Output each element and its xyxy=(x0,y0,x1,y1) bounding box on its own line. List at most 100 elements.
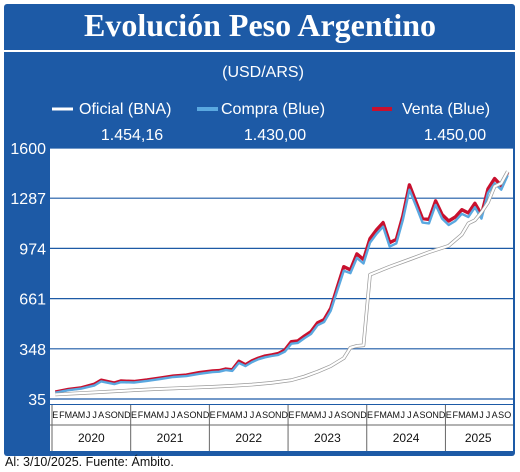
x-month-label: J xyxy=(250,410,255,420)
x-month-label: D xyxy=(203,410,210,420)
x-month-label: D xyxy=(282,410,289,420)
x-month-label: A xyxy=(151,410,157,420)
x-month-label: N xyxy=(354,410,361,420)
x-month-label: M xyxy=(78,410,86,420)
x-month-label: D xyxy=(360,410,367,420)
series-layer xyxy=(54,170,510,397)
x-month-label: M xyxy=(65,410,73,420)
x-month-label: O xyxy=(111,410,118,420)
latest-value-compra: 1.430,00 xyxy=(244,127,306,144)
x-month-label: S xyxy=(419,410,425,420)
x-month-label: A xyxy=(177,410,183,420)
series-compra-line xyxy=(55,174,509,394)
x-month-label: S xyxy=(262,410,268,420)
legend-label-oficial: Oficial (BNA) xyxy=(79,101,171,118)
y-tick-label: 661 xyxy=(19,292,46,309)
y-tick-label: 348 xyxy=(19,342,46,359)
x-month-label: N xyxy=(432,410,439,420)
x-month-label: E xyxy=(131,410,137,420)
x-month-label: S xyxy=(498,410,504,420)
x-month-label: J xyxy=(322,410,327,420)
x-month-label: A xyxy=(229,410,235,420)
x-month-label: A xyxy=(256,410,262,420)
x-month-label: J xyxy=(407,410,412,420)
x-month-label: F xyxy=(216,410,222,420)
x-month-label: F xyxy=(374,410,380,420)
x-month-label: F xyxy=(295,410,301,420)
x-month-label: J xyxy=(401,410,406,420)
x-month-label: M xyxy=(143,410,151,420)
x-month-label: A xyxy=(465,410,471,420)
x-month-label: M xyxy=(301,410,309,420)
x-month-label: N xyxy=(118,410,125,420)
latest-value-oficial: 1.454,16 xyxy=(101,127,163,144)
x-month-label: J xyxy=(165,410,170,420)
x-month-label: M xyxy=(235,410,243,420)
x-year-label: 2020 xyxy=(78,431,105,445)
x-month-label: J xyxy=(479,410,484,420)
latest-values: 1.454,16 1.430,00 1.450,00 xyxy=(101,127,486,144)
x-month-label: F xyxy=(138,410,144,420)
legend-item-compra: Compra (Blue) xyxy=(197,101,325,118)
x-month-label: M xyxy=(379,410,387,420)
x-month-label: M xyxy=(314,410,322,420)
x-month-label: M xyxy=(471,410,479,420)
latest-value-venta: 1.450,00 xyxy=(424,127,486,144)
x-month-label: J xyxy=(243,410,248,420)
x-month-label: A xyxy=(387,410,393,420)
x-month-label: E xyxy=(446,410,452,420)
x-month-label: E xyxy=(210,410,216,420)
x-month-label: J xyxy=(328,410,333,420)
x-month-label: D xyxy=(124,410,131,420)
x-month-label: N xyxy=(196,410,203,420)
chart-title: Evolución Peso Argentino xyxy=(84,7,436,43)
x-month-label: O xyxy=(189,410,196,420)
grid-lines xyxy=(50,147,513,400)
x-month-label: M xyxy=(458,410,466,420)
x-month-label: O xyxy=(426,410,433,420)
x-month-label: M xyxy=(156,410,164,420)
x-month-label: J xyxy=(171,410,176,420)
x-month-label: O xyxy=(268,410,275,420)
x-year-label: 2024 xyxy=(393,431,420,445)
x-month-label: F xyxy=(453,410,459,420)
x-month-label: F xyxy=(59,410,65,420)
x-year-label: 2022 xyxy=(235,431,262,445)
x-month-label: O xyxy=(347,410,354,420)
x-year-label: 2025 xyxy=(465,431,492,445)
x-month-label: M xyxy=(393,410,401,420)
y-tick-label: 974 xyxy=(19,241,46,258)
x-axis-band xyxy=(50,405,513,451)
legend-item-venta: Venta (Blue) xyxy=(372,101,490,118)
x-month-label: S xyxy=(105,410,111,420)
y-tick-label: 35 xyxy=(28,392,46,409)
x-month-label: A xyxy=(334,410,340,420)
x-month-label: A xyxy=(308,410,314,420)
y-axis: 35 348 661 974 1287 1600 xyxy=(10,141,46,409)
x-month-label: S xyxy=(183,410,189,420)
x-month-label: O xyxy=(504,410,511,420)
legend-item-oficial: Oficial (BNA) xyxy=(52,101,171,118)
y-tick-label: 1600 xyxy=(10,141,46,158)
y-tick-label: 1287 xyxy=(10,191,46,208)
x-month-label: J xyxy=(86,410,91,420)
x-month-label: A xyxy=(492,410,498,420)
legend-label-venta: Venta (Blue) xyxy=(402,101,490,118)
x-month-label: E xyxy=(52,410,58,420)
plot-area xyxy=(50,148,513,404)
source-note: Al: 3/10/2025. Fuente: Ámbito. xyxy=(5,455,174,469)
x-month-label: J xyxy=(92,410,97,420)
x-month-label: E xyxy=(288,410,294,420)
series-oficial-line xyxy=(55,170,509,396)
chart-subtitle: (USD/ARS) xyxy=(222,64,304,81)
x-month-label: J xyxy=(486,410,491,420)
legend: Oficial (BNA) Compra (Blue) Venta (Blue) xyxy=(52,101,490,118)
x-month-label: A xyxy=(98,410,104,420)
x-year-label: 2021 xyxy=(157,431,184,445)
x-month-label: A xyxy=(413,410,419,420)
x-month-label: S xyxy=(341,410,347,420)
x-year-label: 2023 xyxy=(314,431,341,445)
legend-label-compra: Compra (Blue) xyxy=(221,101,325,118)
